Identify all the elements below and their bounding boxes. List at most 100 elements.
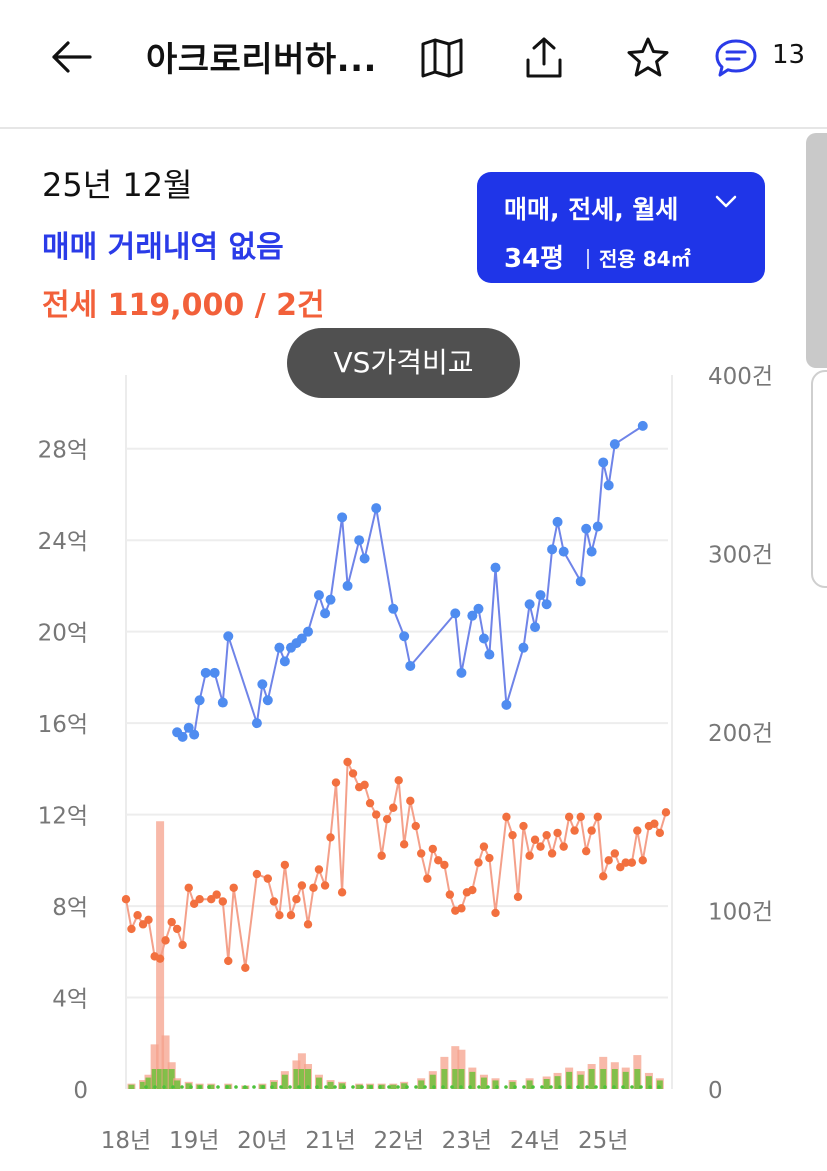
price-chart[interactable]: 0 4억 8억 12억 16억 20억 24억 28억 0 100건 200건 300건 400건 18년… [0,360,827,1171]
sale-data-point [456,667,467,678]
volume-bar-sale [208,1084,215,1089]
sale-data-point [478,633,489,644]
comment-icon[interactable] [712,34,760,82]
volume-baseline-dot [495,1085,499,1089]
sale-data-point [592,521,603,532]
jeonse-data-point [627,858,637,867]
jeonse-data-point [587,826,596,835]
jeonse-data-point [133,911,142,920]
jeonse-data-point [599,872,608,881]
volume-bar-sale [526,1080,533,1089]
volume-baseline-dot [180,1085,184,1089]
jeonse-data-point [519,821,528,831]
sale-data-point [371,503,382,514]
jeonse-data-point [252,869,262,879]
jeonse-data-point [212,890,221,899]
sale-series-line [176,425,644,738]
sale-data-point [598,457,609,468]
pyeong-label: 34평 [504,244,565,274]
sale-data-point [490,562,501,573]
sale-data-point [586,546,597,557]
jeonse-data-point [377,851,386,860]
jeonse-data-point [428,844,437,854]
area-value: 전용 84㎡ [599,247,691,271]
jeonse-data-point [638,856,647,865]
volume-baseline-dot [387,1085,391,1089]
volume-baseline-dot [279,1085,283,1089]
top-navigation-bar: 아크로리버하... 13 [0,0,827,129]
header-divider [0,127,827,129]
volume-baseline-dot [324,1085,328,1089]
x-tick-label: 25년 [578,1128,628,1154]
volume-bar-sale [305,1069,312,1089]
back-arrow-icon[interactable] [46,34,96,80]
volume-baseline-dot [189,1085,193,1089]
scrollbar-thumb[interactable] [806,133,827,368]
jeonse-data-point [650,819,659,828]
sale-data-point [209,667,220,678]
sale-data-point [467,610,478,621]
volume-baseline-dot [522,1085,526,1089]
sale-data-point [262,695,273,706]
y-right-tick-label: 100건 [708,900,773,926]
jeonse-data-point [508,830,517,840]
vs-compare-button[interactable]: VS가격비교 [287,328,520,398]
jeonse-data-point [525,851,534,860]
star-icon[interactable] [624,34,672,82]
y-left-tick-label: 0 [73,1078,88,1104]
map-book-icon[interactable] [418,34,466,82]
volume-baseline-dot [486,1085,490,1089]
volume-baseline-dot [243,1085,247,1089]
volume-baseline-dot [450,1085,454,1089]
sale-data-point [313,590,324,601]
jeonse-data-point [314,865,324,874]
area-label: 전용 84㎡ [587,243,691,272]
y-left-tick-label: 20억 [38,621,88,647]
volume-bar-sale [492,1080,499,1089]
jeonse-data-point [542,830,551,840]
volume-baseline-dot [477,1085,481,1089]
jeonse-data-point [372,810,381,819]
jeonse-data-point [633,826,642,835]
jeonse-data-point [144,915,153,924]
jeonse-data-point [468,885,477,895]
sale-data-point [257,679,268,690]
sale-data-point [223,631,234,642]
jeonse-series-line [125,761,667,969]
jeonse-data-point [485,853,494,863]
jeonse-data-point [536,842,545,851]
volume-baseline-dot [342,1085,346,1089]
volume-baseline-dot [423,1085,427,1089]
volume-bar-sale [356,1084,363,1089]
volume-baseline-dot [270,1085,274,1089]
side-panel-handle[interactable] [811,370,827,588]
jeonse-data-point [365,798,375,808]
volume-bar-jeonse [451,1046,460,1089]
volume-baseline-dot [234,1085,238,1089]
y-right-tick-label: 400건 [708,364,773,390]
jeonse-data-point [655,828,665,838]
volume-bar-sale [339,1083,346,1089]
filter-dropdown[interactable]: 매매, 전세, 월세 34평 전용 84㎡ [477,172,765,283]
sale-data-point [535,590,546,601]
volume-baseline-dot [621,1085,625,1089]
sale-data-point [530,622,541,633]
volume-bar-sale [566,1071,573,1089]
x-tick-label: 22년 [373,1128,423,1154]
volume-bar-sale [634,1069,641,1089]
jeonse-data-point [564,812,574,822]
jeonse-data-point [269,897,279,906]
volume-bar-sale [168,1069,175,1089]
page-title: 아크로리버하... [146,40,377,80]
jeonse-data-point [593,812,602,822]
sale-data-point [194,695,205,706]
volume-bar-sale [293,1069,300,1089]
share-icon[interactable] [520,34,568,82]
jeonse-data-point [406,796,415,806]
y-right-tick-label: 300건 [708,543,773,569]
volume-bar-sale [401,1083,408,1089]
sale-data-point [541,599,552,610]
volume-baseline-dot [153,1085,157,1089]
jeonse-data-point [224,956,233,966]
y-right-tick-label: 200건 [708,721,773,747]
